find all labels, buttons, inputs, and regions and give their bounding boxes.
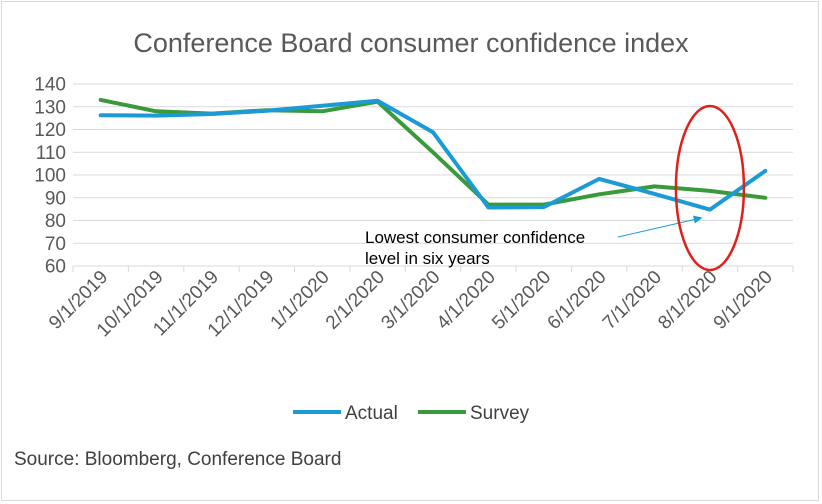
legend-label-actual: Actual	[345, 403, 398, 424]
annotation-line-2: level in six years	[365, 249, 490, 268]
annotation-arrow-head	[693, 215, 703, 224]
legend: Actual Survey	[293, 403, 530, 424]
annotation-line-1: Lowest consumer confidence	[365, 228, 585, 247]
x-tick-label: 1/1/2020	[267, 267, 334, 334]
y-tick-label: 60	[45, 257, 66, 278]
y-tick-label: 110	[36, 143, 66, 164]
y-tick-label: 120	[34, 120, 66, 141]
series-lines	[98, 97, 768, 212]
y-tick-label: 100	[34, 166, 66, 187]
annotation: Lowest consumer confidence level in six …	[365, 215, 703, 268]
y-tick-label: 130	[34, 97, 66, 118]
legend-label-survey: Survey	[470, 403, 530, 424]
chart-title: Conference Board consumer confidence ind…	[133, 28, 689, 58]
x-axis: 9/1/201910/1/201911/1/201912/1/20191/1/2…	[45, 266, 794, 341]
annotation-arrow	[617, 219, 695, 238]
x-tick-label: 7/1/2020	[599, 267, 666, 334]
x-tick-label: 2/1/2020	[322, 267, 389, 334]
x-tick-label: 8/1/2020	[654, 267, 721, 334]
x-tick-label: 3/1/2020	[377, 267, 444, 334]
y-tick-label: 90	[45, 188, 66, 209]
highlight-ellipse	[674, 104, 746, 272]
y-tick-label: 80	[45, 211, 66, 232]
y-tick-label: 70	[45, 234, 66, 255]
x-tick-label: 5/1/2020	[488, 267, 555, 334]
x-tick-label: 6/1/2020	[544, 267, 611, 334]
series-line-actual	[98, 98, 768, 212]
x-tick-label: 9/1/2020	[710, 267, 777, 334]
y-tick-label: 140	[34, 75, 66, 96]
source-note: Source: Bloomberg, Conference Board	[14, 449, 341, 470]
x-tick-label: 4/1/2020	[433, 267, 500, 334]
